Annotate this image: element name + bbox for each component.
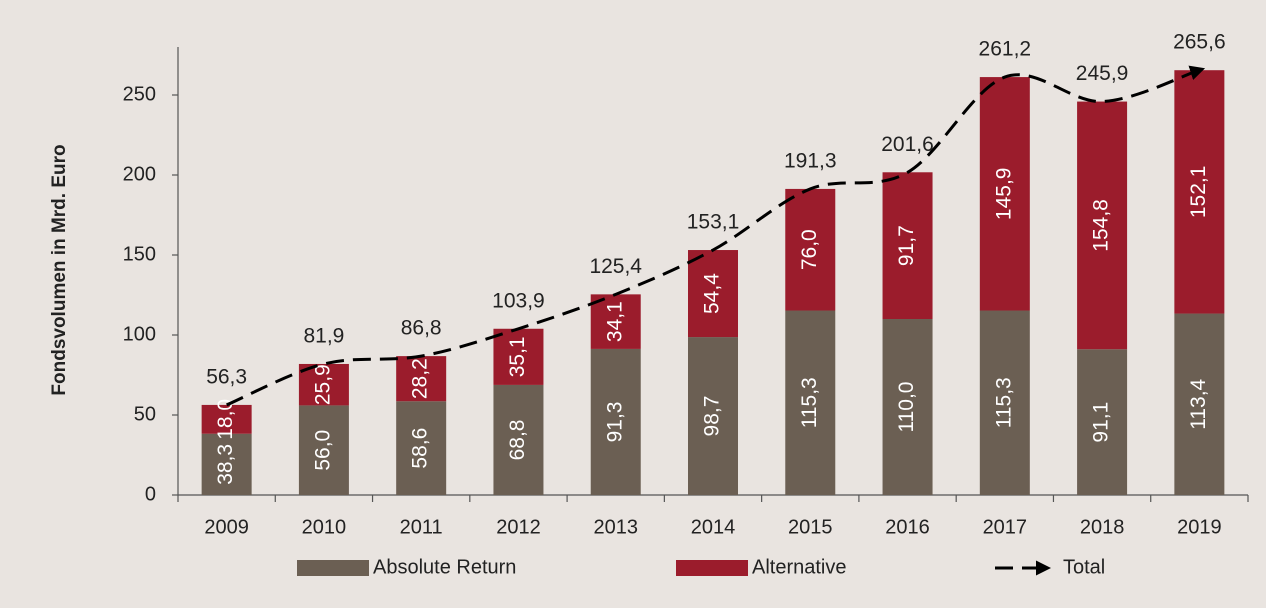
bar-segment [493, 328, 544, 385]
y-axis-label: Fondsvolumen in Mrd. Euro [49, 144, 70, 395]
bar-segment [1174, 313, 1225, 495]
x-tick-label: 2016 [885, 516, 930, 538]
x-tick-label: 2009 [204, 516, 249, 538]
legend-label: Absolute Return [373, 556, 516, 578]
data-label: 25,9 [311, 364, 334, 405]
x-tick-label: 2012 [496, 516, 541, 538]
total-label: 81,9 [303, 325, 344, 348]
data-label: 91,3 [603, 402, 626, 443]
data-label: 58,6 [409, 428, 432, 469]
bar-segment [688, 337, 738, 495]
total-label: 103,9 [492, 289, 545, 312]
legend-swatch [676, 560, 748, 576]
total-label: 191,3 [784, 149, 837, 172]
data-label: 152,1 [1187, 166, 1210, 219]
total-label: 265,6 [1173, 31, 1226, 54]
x-tick-label: 2018 [1080, 516, 1125, 538]
bar-segment [882, 319, 933, 495]
total-label: 245,9 [1076, 62, 1129, 85]
data-label: 34,1 [603, 301, 626, 342]
bar-segment [1174, 70, 1225, 314]
y-tick-label: 250 [123, 83, 156, 105]
x-tick-label: 2013 [593, 516, 638, 538]
legend-label: Total [1063, 556, 1105, 578]
total-label: 86,8 [401, 317, 442, 340]
total-label: 201,6 [881, 133, 934, 156]
bar-segment [785, 310, 836, 495]
data-label: 76,0 [798, 229, 821, 270]
bar-segment [1077, 101, 1128, 350]
data-label: 28,2 [409, 358, 432, 399]
y-tick-label: 200 [123, 163, 156, 185]
data-label: 91,7 [895, 225, 918, 266]
x-tick-label: 2017 [983, 516, 1028, 538]
bar-segment [396, 356, 447, 402]
data-label: 113,4 [1187, 378, 1210, 429]
total-label: 153,1 [687, 211, 740, 234]
legend-label: Alternative [752, 556, 847, 578]
y-tick-label: 100 [123, 323, 156, 345]
y-tick-label: 50 [134, 403, 156, 425]
bar-segment [201, 404, 252, 434]
bar-segment [979, 77, 1030, 311]
data-label: 110,0 [895, 382, 918, 433]
bar-segment [590, 294, 641, 349]
bar-segment [882, 172, 933, 319]
data-label: 154,8 [1090, 199, 1113, 252]
data-label: 54,4 [701, 273, 724, 314]
data-label: 98,7 [701, 396, 724, 437]
bar-segment [493, 384, 544, 495]
y-tick-label: 150 [123, 243, 156, 265]
total-label: 56,3 [206, 365, 247, 388]
total-label: 261,2 [979, 38, 1032, 61]
x-tick-label: 2011 [400, 516, 443, 538]
data-label: 145,9 [992, 168, 1015, 221]
x-tick-label: 2015 [788, 516, 833, 538]
bar-segment [1077, 349, 1128, 495]
data-label: 35,1 [506, 336, 529, 377]
bar-segment [201, 433, 252, 495]
total-line [226, 65, 1206, 407]
x-tick-label: 2019 [1177, 516, 1222, 538]
bar-segment [979, 310, 1030, 495]
legend-swatch [297, 560, 369, 576]
total-label: 125,4 [589, 255, 642, 278]
data-label: 115,3 [798, 377, 821, 428]
y-tick-label: 0 [145, 483, 156, 505]
data-label: 115,3 [992, 377, 1015, 428]
bar-segment [396, 401, 447, 495]
data-label: 18,0 [214, 399, 237, 440]
data-label: 38,3 [214, 444, 237, 485]
bar-segment [785, 188, 836, 311]
bar-segment [298, 363, 349, 406]
x-tick-label: 2014 [691, 516, 736, 538]
bar-segment [298, 405, 349, 495]
data-label: 91,1 [1090, 402, 1113, 443]
bar-segment [590, 348, 641, 495]
data-label: 56,0 [311, 430, 334, 471]
bar-segment [688, 250, 738, 338]
data-label: 68,8 [506, 420, 529, 461]
x-tick-label: 2010 [302, 516, 347, 538]
